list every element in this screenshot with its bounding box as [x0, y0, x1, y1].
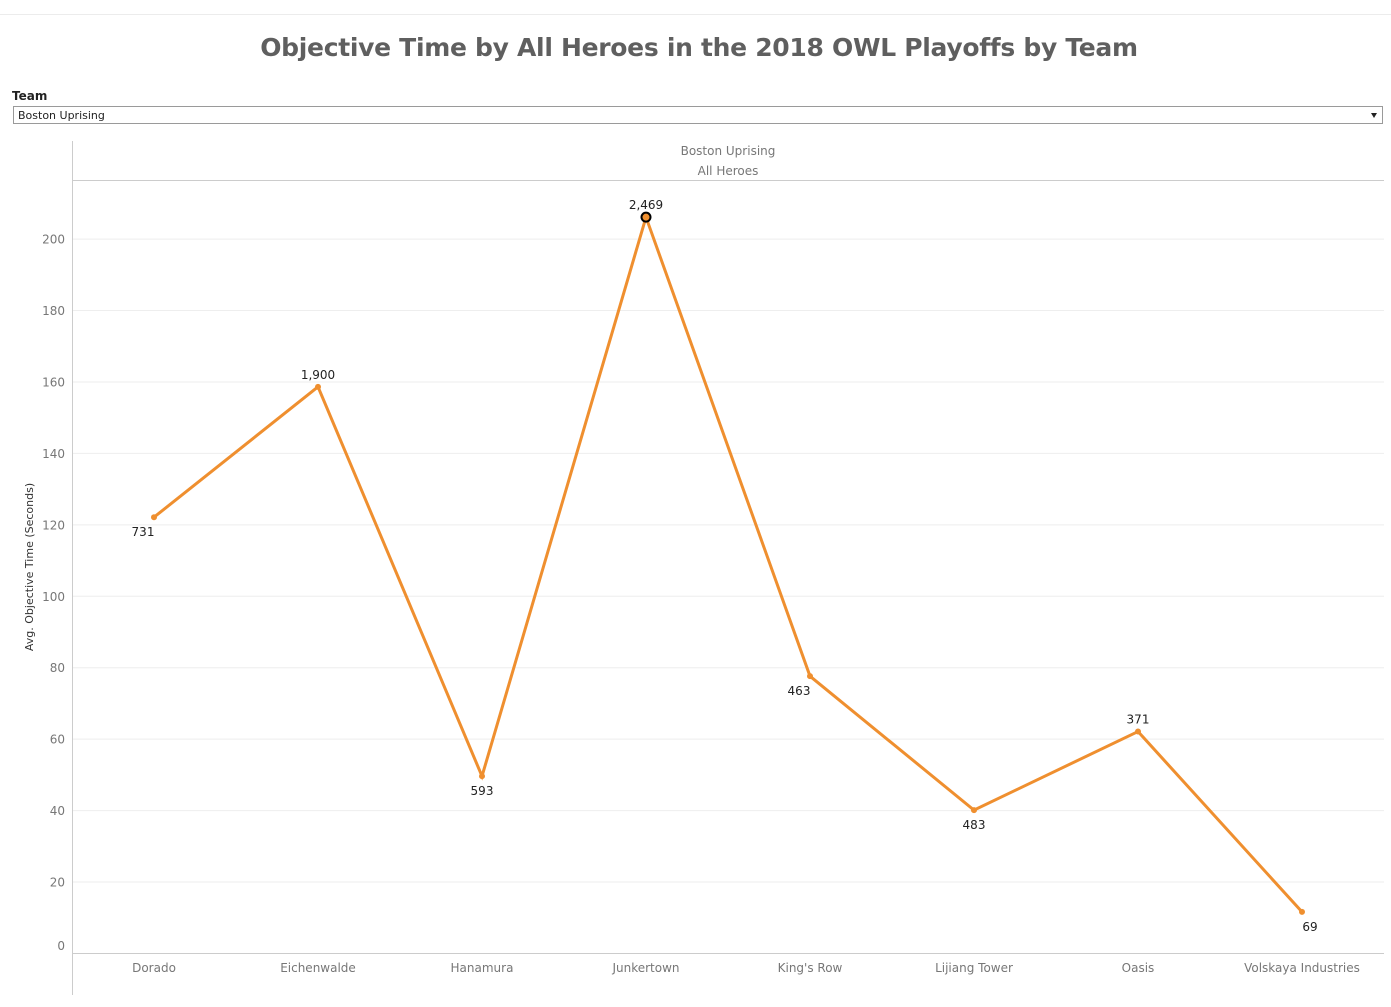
top-divider — [0, 14, 1391, 15]
data-point[interactable] — [151, 514, 157, 521]
x-tick-label: Dorado — [132, 961, 176, 975]
data-point[interactable] — [479, 773, 485, 780]
y-axis-title: Avg. Objective Time (Seconds) — [23, 483, 36, 651]
chevron-down-icon[interactable] — [1371, 113, 1377, 118]
x-tick-label: King's Row — [778, 961, 843, 975]
y-tick-label: 180 — [42, 304, 65, 318]
data-point[interactable] — [971, 807, 977, 814]
gridlines — [73, 238, 1384, 883]
pane-header-measure: All Heroes — [698, 164, 759, 178]
x-tick-label: Eichenwalde — [280, 961, 356, 975]
y-tick-label: 60 — [50, 733, 65, 747]
x-tick-label: Junkertown — [611, 961, 679, 975]
y-tick-label: 100 — [42, 590, 65, 604]
page-title: Objective Time by All Heroes in the 2018… — [260, 33, 1138, 62]
y-tick-label: 0 — [57, 939, 65, 953]
team-filter-value: Boston Uprising — [18, 109, 105, 122]
y-tick-label: 160 — [42, 375, 65, 389]
team-filter-label: Team — [12, 89, 48, 103]
data-point[interactable] — [1135, 728, 1141, 735]
data-label: 593 — [471, 784, 494, 798]
x-axis-ticks: Dorado Eichenwalde Hanamura Junkertown King'… — [132, 961, 1360, 975]
data-labels: 731 1,900 593 2,469 463 483 371 69 — [132, 198, 1318, 934]
series-line-layer — [153, 212, 1304, 913]
y-tick-label: 40 — [50, 804, 65, 818]
x-tick-label: Hanamura — [451, 961, 514, 975]
y-tick-label: 80 — [50, 661, 65, 675]
y-axis-ticks: 0 20 40 60 80 100 120 140 160 180 200 — [42, 233, 65, 953]
data-label: 69 — [1302, 920, 1317, 934]
x-tick-label: Lijiang Tower — [935, 961, 1013, 975]
data-point[interactable] — [1299, 908, 1305, 915]
x-tick-label: Oasis — [1122, 961, 1155, 975]
data-label: 483 — [963, 818, 986, 832]
data-point-selected[interactable] — [640, 211, 652, 223]
y-tick-label: 120 — [42, 518, 65, 532]
y-tick-label: 200 — [42, 233, 65, 247]
y-tick-label: 20 — [50, 876, 65, 890]
y-tick-label: 140 — [42, 447, 65, 461]
x-tick-label: Volskaya Industries — [1244, 961, 1360, 975]
data-points — [151, 211, 1305, 915]
data-label: 1,900 — [301, 368, 335, 382]
data-label: 371 — [1127, 713, 1150, 727]
series-line — [153, 212, 1304, 913]
data-label: 2,469 — [629, 198, 663, 212]
data-point[interactable] — [315, 383, 321, 390]
data-label: 731 — [132, 525, 155, 539]
team-filter-dropdown[interactable]: Boston Uprising — [13, 106, 1383, 124]
pane-header-team: Boston Uprising — [681, 144, 776, 158]
data-label: 463 — [788, 684, 811, 698]
data-point[interactable] — [807, 673, 813, 680]
